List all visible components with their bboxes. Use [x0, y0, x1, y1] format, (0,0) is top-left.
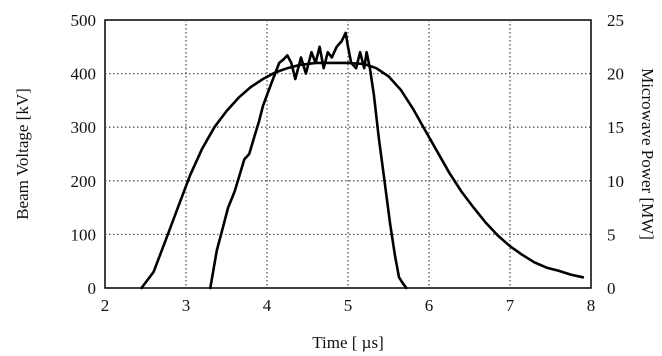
y2-tick-label: 5 [607, 225, 616, 244]
x-axis-ticks: 2 3 4 5 6 7 8 [101, 296, 596, 315]
y-axis-right-title: Microwave Power [MW] [638, 68, 657, 240]
x-tick-label: 3 [182, 296, 191, 315]
y2-tick-label: 15 [607, 118, 624, 137]
y-tick-label: 100 [71, 225, 97, 244]
y2-tick-label: 0 [607, 279, 616, 298]
y-tick-label: 300 [71, 118, 97, 137]
y2-tick-label: 20 [607, 65, 624, 84]
x-tick-label: 4 [263, 296, 272, 315]
x-tick-label: 7 [506, 296, 515, 315]
y-axis-left-ticks: 0 100 200 300 400 500 [71, 11, 97, 298]
y-tick-label: 400 [71, 65, 97, 84]
x-tick-label: 6 [425, 296, 434, 315]
y-tick-label: 0 [88, 279, 97, 298]
series-line-right-axis [209, 31, 408, 290]
x-axis-title: Time [ µs] [312, 333, 384, 352]
y2-tick-label: 10 [607, 172, 624, 191]
x-tick-label: 5 [344, 296, 353, 315]
y-axis-right-ticks: 0 5 10 15 20 25 [607, 11, 624, 298]
grid [105, 20, 591, 288]
series-line-left-axis [140, 61, 585, 290]
y-tick-label: 500 [71, 11, 97, 30]
x-tick-label: 2 [101, 296, 110, 315]
x-tick-label: 8 [587, 296, 596, 315]
y2-tick-label: 25 [607, 11, 624, 30]
y-axis-left-title: Beam Voltage [kV] [13, 88, 32, 220]
y-tick-label: 200 [71, 172, 97, 191]
series-group [140, 31, 585, 290]
